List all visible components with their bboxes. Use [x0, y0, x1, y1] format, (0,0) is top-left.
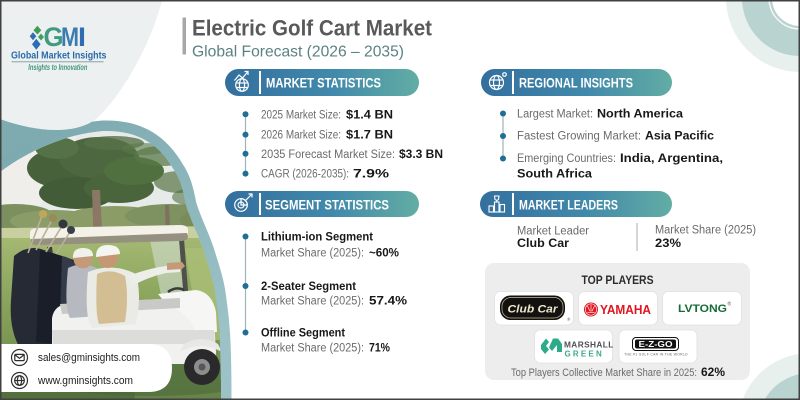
svg-text:MARKET STATISTICS: MARKET STATISTICS [266, 75, 381, 90]
svg-text:~60%: ~60% [369, 248, 399, 260]
svg-text:M: M [61, 22, 79, 52]
svg-text:Club Car: Club Car [517, 238, 570, 250]
svg-text:Market Share (2025): Market Share (2025) [655, 225, 756, 237]
svg-text:Global Forecast (2026 – 2035): Global Forecast (2026 – 2035) [192, 44, 404, 61]
svg-text:2-Seater Segment: 2-Seater Segment [261, 279, 356, 293]
svg-text:57.4%: 57.4% [369, 295, 407, 307]
svg-text:Electric Golf Cart Market: Electric Golf Cart Market [192, 16, 433, 41]
svg-text:www.gminsights.com: www.gminsights.com [37, 375, 133, 387]
svg-text:GREEN: GREEN [565, 350, 604, 359]
svg-text:Market Share (2025):: Market Share (2025): [261, 343, 364, 355]
svg-text:South Africa: South Africa [517, 169, 593, 181]
svg-text:I: I [78, 22, 86, 52]
svg-text:REGIONAL INSIGHTS: REGIONAL INSIGHTS [519, 75, 633, 90]
svg-text:Asia Pacific: Asia Pacific [645, 131, 715, 143]
svg-text:SEGMENT STATISTICS: SEGMENT STATISTICS [265, 197, 389, 212]
svg-text:MARSHALL: MARSHALL [564, 340, 614, 350]
svg-text:62%: 62% [701, 365, 725, 379]
svg-text:E-Z-GO: E-Z-GO [639, 340, 673, 349]
svg-text:Insights to Innovation: Insights to Innovation [28, 62, 87, 72]
svg-text:sales@gminsights.com: sales@gminsights.com [38, 352, 140, 364]
svg-text:71%: 71% [369, 343, 390, 355]
svg-text:®: ® [567, 316, 571, 322]
svg-text:Offline Segment: Offline Segment [261, 325, 345, 339]
svg-text:CAGR (2026-2035):: CAGR (2026-2035): [261, 169, 349, 181]
svg-text:MARKET LEADERS: MARKET LEADERS [519, 197, 618, 212]
svg-text:G: G [44, 22, 64, 52]
svg-text:YAMAHA: YAMAHA [600, 303, 651, 317]
svg-text:Fastest Growing Market:: Fastest Growing Market: [517, 131, 641, 143]
svg-text:$1.4 BN: $1.4 BN [346, 109, 393, 121]
svg-text:2026 Market Size:: 2026 Market Size: [261, 130, 341, 142]
svg-text:THE #1 GOLF CAR IN THE WORLD: THE #1 GOLF CAR IN THE WORLD [624, 353, 688, 357]
svg-text:North America: North America [597, 108, 684, 120]
svg-text:®: ® [728, 301, 732, 308]
svg-text:LVTONG: LVTONG [678, 303, 727, 315]
svg-text:Largest Market:: Largest Market: [517, 108, 593, 120]
svg-text:Market Leader: Market Leader [517, 225, 589, 237]
svg-text:India, Argentina,: India, Argentina, [620, 153, 723, 165]
svg-text:2035 Forecast Market Size:: 2035 Forecast Market Size: [261, 149, 395, 161]
svg-text:$3.3 BN: $3.3 BN [399, 149, 443, 161]
svg-text:$1.7 BN: $1.7 BN [346, 130, 393, 142]
svg-text:Lithium-ion Segment: Lithium-ion Segment [261, 230, 373, 244]
svg-text:23%: 23% [655, 238, 681, 250]
svg-text:TOP PLAYERS: TOP PLAYERS [582, 275, 654, 287]
svg-text:2025 Market Size:: 2025 Market Size: [261, 109, 341, 121]
svg-text:7.9%: 7.9% [353, 169, 389, 181]
svg-text:Market Share (2025):: Market Share (2025): [261, 295, 364, 307]
svg-text:Global Market Insights: Global Market Insights [11, 50, 107, 62]
svg-text:Emerging Countries:: Emerging Countries: [517, 153, 616, 165]
svg-text:Club Car: Club Car [508, 304, 559, 316]
svg-text:Top Players Collective Market: Top Players Collective Market Share in 2… [511, 367, 697, 379]
svg-text:Market Share (2025):: Market Share (2025): [261, 248, 364, 260]
